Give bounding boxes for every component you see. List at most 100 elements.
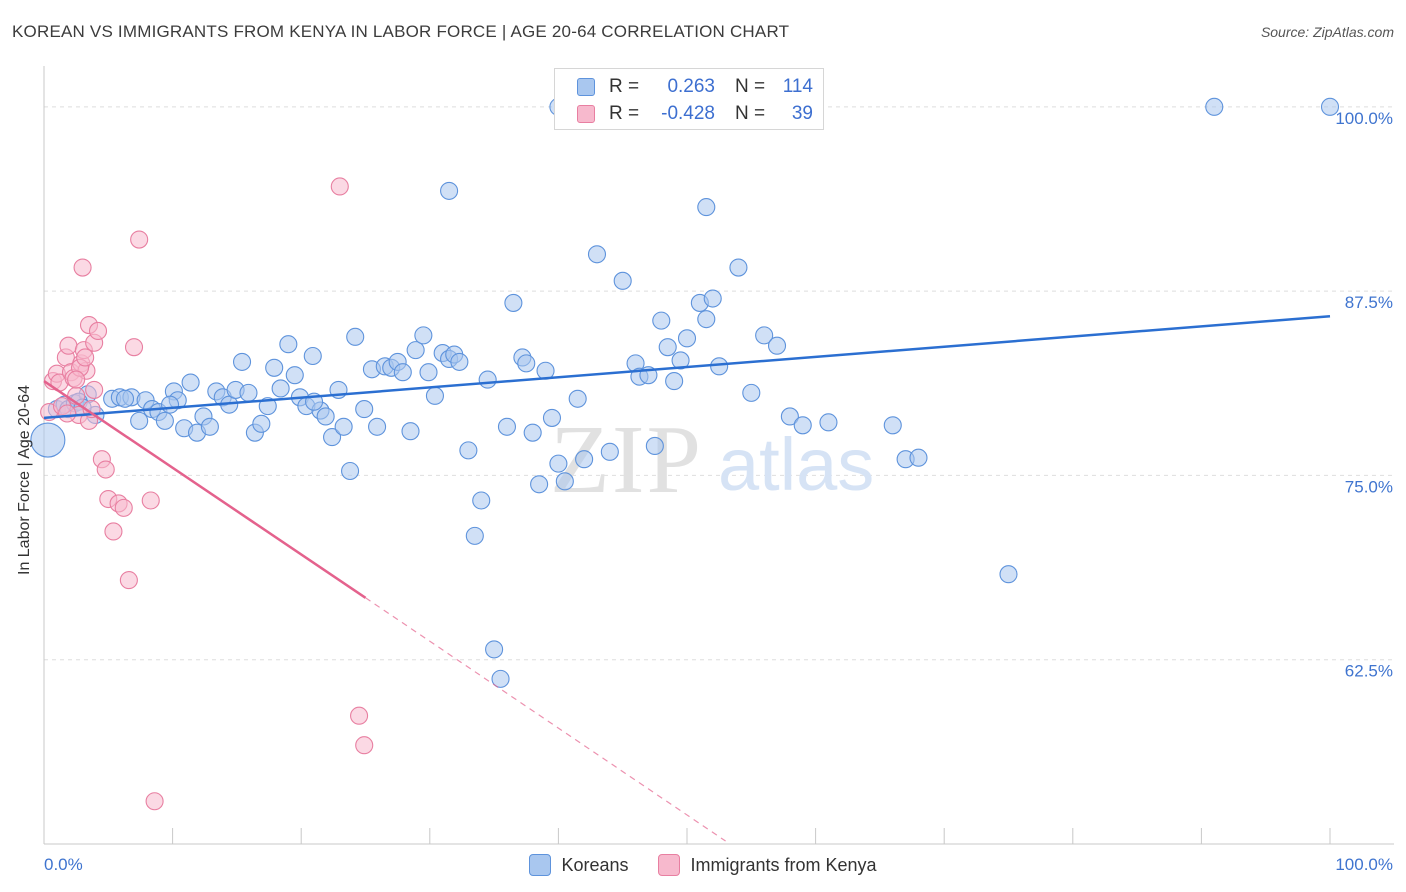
- x-tick-label: 100.0%: [1335, 855, 1393, 874]
- korean-point: [252, 414, 271, 433]
- korean-point: [497, 417, 517, 436]
- legend-swatch-kenya: [658, 854, 681, 876]
- korean-point: [323, 428, 342, 447]
- korean-point: [401, 422, 420, 441]
- korean-point: [909, 448, 928, 467]
- n-label: N =: [735, 103, 766, 124]
- korean-point: [406, 341, 425, 360]
- korean-point: [517, 354, 536, 373]
- korean-point: [665, 372, 684, 391]
- kenya-point: [124, 338, 144, 357]
- kenya-point: [85, 380, 104, 399]
- korean-point: [1205, 97, 1224, 116]
- korean-point: [652, 311, 671, 330]
- korean-point: [742, 383, 761, 402]
- x-tick-label: 0.0%: [44, 855, 83, 874]
- korean-point: [316, 407, 335, 426]
- y-axis-label: In Labor Force | Age 20-64: [16, 384, 33, 575]
- korean-point: [239, 383, 258, 402]
- y-tick-labels: 62.5% 75.0% 87.5% 100.0%: [1335, 109, 1393, 681]
- correlation-legend: R = 0.263 N = 114 R = -0.428 N = 39: [554, 68, 824, 130]
- korean-point: [155, 411, 174, 430]
- kenya-point: [119, 571, 138, 590]
- kenya-points: [40, 177, 374, 811]
- korean-point: [271, 379, 290, 398]
- korean-point: [710, 357, 729, 376]
- kenya-trend-line: [43, 380, 367, 599]
- korean-point: [334, 417, 353, 436]
- kenya-point: [96, 460, 115, 479]
- korean-point: [130, 411, 149, 430]
- n-value: 39: [791, 103, 813, 124]
- legend-item-kenya[interactable]: Immigrants from Kenya: [658, 854, 877, 876]
- korean-point: [465, 526, 484, 545]
- legend-label-koreans: Koreans: [561, 854, 629, 875]
- korean-point: [341, 461, 360, 481]
- korean-point: [755, 326, 774, 345]
- korean-point: [459, 441, 478, 460]
- korean-point: [767, 336, 787, 355]
- korean-point: [285, 366, 304, 385]
- korean-point: [819, 413, 838, 432]
- korean-point: [542, 408, 562, 427]
- koreans-points: [30, 97, 1340, 688]
- legend-swatch-pink: [577, 105, 595, 123]
- korean-point: [697, 198, 716, 217]
- korean-point: [613, 271, 632, 290]
- kenya-point: [114, 498, 133, 517]
- korean-point: [115, 389, 135, 408]
- trend-lines: [43, 314, 1331, 842]
- kenya-point: [67, 370, 86, 389]
- korean-point: [575, 450, 594, 469]
- korean-point: [160, 395, 180, 414]
- kenya-point: [76, 348, 95, 367]
- korean-point: [999, 565, 1018, 584]
- korean-point: [645, 436, 664, 455]
- kenya-point: [104, 522, 123, 541]
- korean-point: [303, 346, 322, 366]
- r-label: R =: [609, 103, 640, 124]
- kenya-point: [145, 792, 164, 811]
- chart-title: KOREAN VS IMMIGRANTS FROM KENYA IN LABOR…: [12, 22, 790, 41]
- korean-point: [368, 417, 387, 436]
- korean-point: [232, 352, 252, 371]
- watermark-zip: ZIP: [550, 406, 703, 514]
- korean-point: [793, 416, 812, 435]
- series-legend: Koreans Immigrants from Kenya: [0, 852, 1406, 878]
- korean-point: [780, 407, 799, 426]
- korean-point: [265, 358, 284, 377]
- r-value: -0.428: [661, 103, 715, 124]
- kenya-point: [330, 177, 349, 196]
- korean-point: [523, 423, 542, 442]
- korean-point: [677, 329, 697, 348]
- kenya-point: [141, 491, 160, 510]
- kenya-point: [73, 258, 92, 277]
- korean-point: [279, 335, 298, 354]
- legend-item-koreans[interactable]: Koreans: [529, 854, 628, 876]
- korean-point: [472, 491, 491, 510]
- korean-point: [258, 397, 277, 416]
- korean-point: [555, 472, 574, 491]
- korean-point: [425, 386, 444, 405]
- korean-point: [181, 373, 200, 392]
- korean-point: [729, 258, 748, 277]
- x-tick-labels: 0.0% 100.0%: [44, 855, 1393, 874]
- legend-label-kenya: Immigrants from Kenya: [690, 854, 877, 875]
- n-value: 114: [782, 76, 813, 97]
- korean-point: [568, 389, 587, 408]
- n-label: N =: [735, 76, 766, 97]
- legend-row-koreans: R = 0.263 N = 114: [577, 75, 813, 99]
- korean-point: [419, 363, 438, 382]
- kenya-point: [58, 404, 77, 423]
- korean-point: [355, 400, 374, 419]
- kenya-point: [350, 706, 369, 725]
- watermark-atlas: atlas: [718, 423, 874, 506]
- korean-point: [414, 326, 433, 345]
- y-tick-label: 87.5%: [1345, 293, 1393, 312]
- kenya-point: [88, 321, 108, 340]
- legend-swatch-blue: [577, 78, 595, 96]
- legend-row-kenya: R = -0.428 N = 39: [577, 102, 813, 126]
- kenya-trend-extension: [365, 597, 726, 842]
- korean-point: [530, 475, 549, 494]
- y-tick-label: 75.0%: [1345, 477, 1393, 496]
